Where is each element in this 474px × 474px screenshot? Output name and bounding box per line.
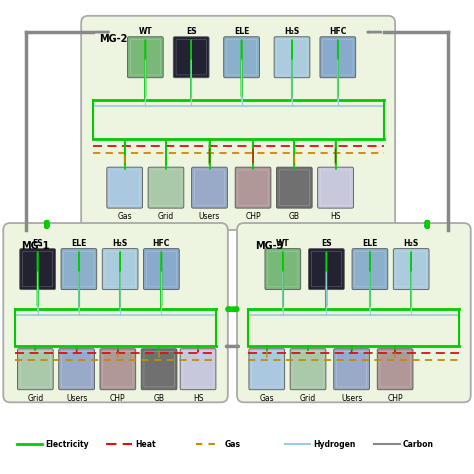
FancyBboxPatch shape — [64, 251, 94, 287]
Text: H₂S: H₂S — [112, 238, 128, 247]
FancyBboxPatch shape — [311, 251, 341, 287]
FancyBboxPatch shape — [279, 170, 310, 205]
FancyBboxPatch shape — [109, 170, 140, 205]
FancyBboxPatch shape — [107, 167, 143, 208]
Text: CHP: CHP — [387, 394, 403, 403]
Text: ELE: ELE — [71, 238, 87, 247]
FancyBboxPatch shape — [173, 37, 209, 78]
FancyBboxPatch shape — [191, 167, 228, 208]
FancyBboxPatch shape — [130, 39, 161, 75]
Text: ELE: ELE — [362, 238, 378, 247]
FancyBboxPatch shape — [277, 39, 307, 75]
FancyBboxPatch shape — [309, 249, 344, 290]
FancyBboxPatch shape — [249, 349, 285, 390]
Text: WT: WT — [276, 238, 290, 247]
Text: ELE: ELE — [234, 27, 249, 36]
FancyBboxPatch shape — [103, 352, 133, 387]
FancyBboxPatch shape — [128, 37, 163, 78]
FancyBboxPatch shape — [176, 39, 206, 75]
Text: Hydrogen: Hydrogen — [313, 440, 356, 449]
FancyBboxPatch shape — [377, 349, 413, 390]
Text: MG-2: MG-2 — [100, 34, 128, 44]
FancyBboxPatch shape — [318, 167, 354, 208]
FancyBboxPatch shape — [3, 223, 228, 402]
FancyBboxPatch shape — [293, 352, 323, 387]
Text: H₂S: H₂S — [403, 238, 419, 247]
Text: Gas: Gas — [118, 212, 132, 221]
Text: ES: ES — [32, 238, 43, 247]
FancyBboxPatch shape — [102, 249, 138, 290]
FancyBboxPatch shape — [59, 349, 94, 390]
Text: ES: ES — [321, 238, 332, 247]
Text: CHP: CHP — [245, 212, 261, 221]
FancyBboxPatch shape — [227, 39, 257, 75]
FancyBboxPatch shape — [224, 37, 259, 78]
Text: HS: HS — [193, 394, 203, 403]
FancyBboxPatch shape — [355, 251, 385, 287]
FancyBboxPatch shape — [380, 352, 410, 387]
FancyBboxPatch shape — [100, 349, 136, 390]
FancyBboxPatch shape — [141, 349, 177, 390]
FancyBboxPatch shape — [252, 352, 282, 387]
FancyBboxPatch shape — [265, 249, 301, 290]
FancyBboxPatch shape — [151, 170, 181, 205]
FancyBboxPatch shape — [238, 170, 268, 205]
Text: HFC: HFC — [329, 27, 346, 36]
FancyBboxPatch shape — [144, 352, 174, 387]
Text: Grid: Grid — [27, 394, 44, 403]
Text: Gas: Gas — [224, 440, 240, 449]
Text: ES: ES — [186, 27, 197, 36]
FancyBboxPatch shape — [62, 352, 91, 387]
FancyBboxPatch shape — [194, 170, 225, 205]
FancyBboxPatch shape — [183, 352, 213, 387]
Text: GB: GB — [289, 212, 300, 221]
Text: WT: WT — [138, 27, 152, 36]
FancyBboxPatch shape — [180, 349, 216, 390]
FancyBboxPatch shape — [237, 223, 471, 402]
FancyBboxPatch shape — [320, 170, 351, 205]
FancyBboxPatch shape — [61, 249, 97, 290]
FancyBboxPatch shape — [290, 349, 326, 390]
FancyBboxPatch shape — [105, 251, 135, 287]
Text: Grid: Grid — [300, 394, 316, 403]
FancyBboxPatch shape — [268, 251, 298, 287]
FancyBboxPatch shape — [274, 37, 310, 78]
Text: HS: HS — [330, 212, 341, 221]
Text: Users: Users — [341, 394, 362, 403]
Text: GB: GB — [154, 394, 164, 403]
Text: Users: Users — [66, 394, 87, 403]
FancyBboxPatch shape — [393, 249, 429, 290]
FancyBboxPatch shape — [334, 349, 369, 390]
Text: Gas: Gas — [259, 394, 274, 403]
FancyBboxPatch shape — [337, 352, 367, 387]
FancyBboxPatch shape — [352, 249, 388, 290]
FancyBboxPatch shape — [320, 37, 356, 78]
FancyBboxPatch shape — [396, 251, 426, 287]
Text: MG-1: MG-1 — [22, 241, 50, 251]
Text: Users: Users — [199, 212, 220, 221]
FancyBboxPatch shape — [144, 249, 179, 290]
FancyBboxPatch shape — [146, 251, 176, 287]
Text: Electricity: Electricity — [46, 440, 89, 449]
FancyBboxPatch shape — [235, 167, 271, 208]
Text: CHP: CHP — [110, 394, 126, 403]
FancyBboxPatch shape — [18, 349, 53, 390]
Text: Grid: Grid — [158, 212, 174, 221]
Text: HFC: HFC — [153, 238, 170, 247]
FancyBboxPatch shape — [20, 249, 55, 290]
FancyBboxPatch shape — [81, 16, 395, 230]
Text: Carbon: Carbon — [403, 440, 434, 449]
FancyBboxPatch shape — [276, 167, 312, 208]
FancyBboxPatch shape — [20, 352, 50, 387]
FancyBboxPatch shape — [148, 167, 184, 208]
Text: MG-3: MG-3 — [255, 241, 284, 251]
FancyBboxPatch shape — [323, 39, 353, 75]
Text: Heat: Heat — [135, 440, 155, 449]
Text: H₂S: H₂S — [284, 27, 300, 36]
FancyBboxPatch shape — [22, 251, 53, 287]
